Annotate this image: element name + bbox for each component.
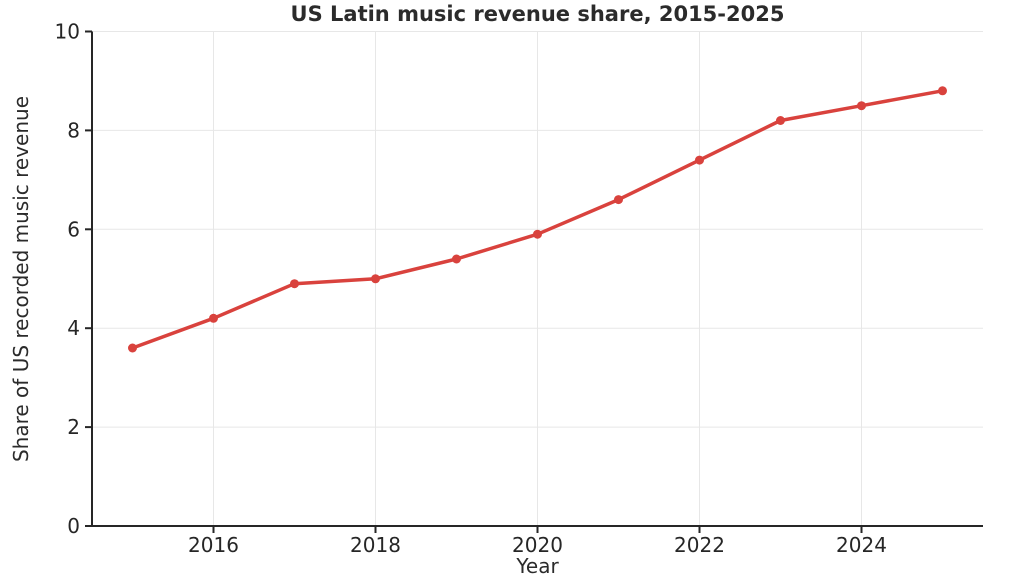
x-tick-label: 2020 [512,533,563,557]
data-point-marker [614,195,623,205]
data-point-marker [938,86,947,96]
data-point-marker [371,274,380,284]
y-tick-label: 6 [67,217,80,241]
data-point-marker [452,254,461,264]
data-point-marker [128,343,137,353]
x-axis-label: Year [516,554,559,578]
x-tick-label: 2016 [188,533,239,557]
data-point-marker [857,101,866,111]
data-point-marker [209,313,218,323]
x-tick-label: 2022 [674,533,725,557]
data-point-marker [290,279,299,289]
data-point-marker [695,155,704,165]
y-tick-label: 4 [67,316,80,340]
data-point-marker [776,116,785,125]
y-tick-label: 0 [67,514,80,538]
x-tick-label: 2018 [350,533,401,557]
y-tick-label: 10 [55,20,80,44]
y-axis-label: Share of US recorded music revenue [9,96,33,463]
y-tick-label: 2 [67,415,80,439]
data-point-marker [533,229,542,239]
y-tick-label: 8 [67,118,80,142]
chart-title: US Latin music revenue share, 2015-2025 [290,2,785,26]
x-tick-label: 2024 [836,533,887,557]
